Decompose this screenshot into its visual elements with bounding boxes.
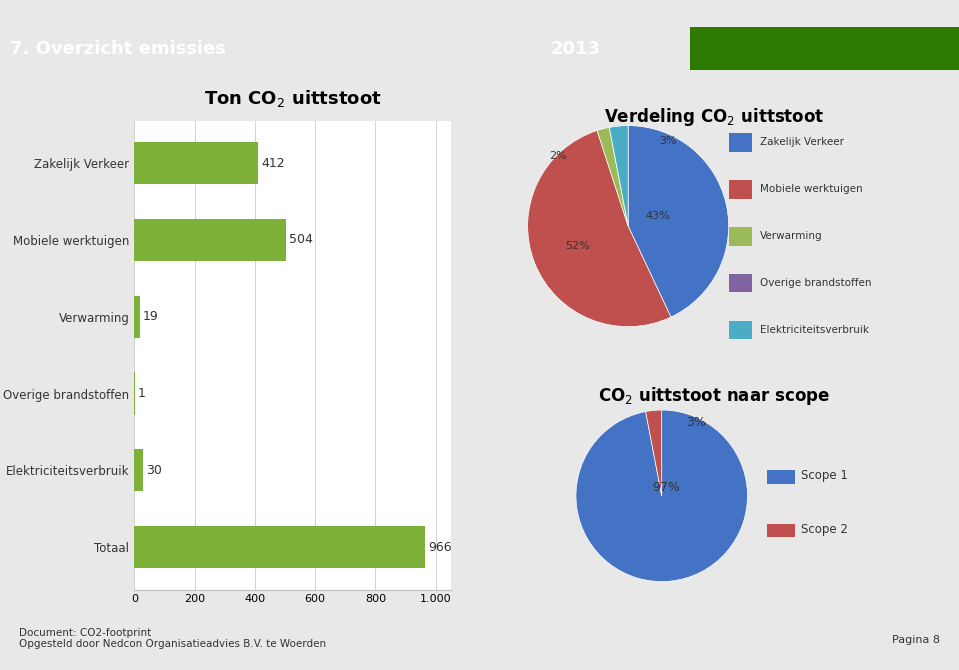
Text: Verdeling CO$_2$ uittstoot: Verdeling CO$_2$ uittstoot — [604, 106, 825, 128]
Bar — [134, 218, 286, 261]
Text: Scope 1: Scope 1 — [801, 469, 848, 482]
Wedge shape — [576, 410, 747, 582]
Bar — [134, 526, 426, 568]
Bar — [134, 142, 258, 184]
Text: 30: 30 — [147, 464, 162, 477]
Bar — [767, 524, 795, 537]
Text: 19: 19 — [143, 310, 159, 323]
Text: Document: CO2-footprint
Opgesteld door Nedcon Organisatieadvies B.V. te Woerden: Document: CO2-footprint Opgesteld door N… — [19, 628, 326, 649]
Bar — [134, 295, 140, 338]
Text: 412: 412 — [262, 157, 285, 170]
Bar — [729, 321, 752, 339]
Bar — [729, 133, 752, 152]
Wedge shape — [609, 126, 628, 226]
Text: Verwarming: Verwarming — [760, 231, 822, 241]
Text: 2013: 2013 — [550, 40, 600, 58]
Text: 3%: 3% — [686, 416, 706, 429]
Text: 3%: 3% — [660, 136, 677, 145]
Text: Elektriciteitsverbruik: Elektriciteitsverbruik — [760, 325, 869, 335]
Text: CO$_2$ uittstoot naar scope: CO$_2$ uittstoot naar scope — [598, 385, 830, 407]
Wedge shape — [645, 410, 662, 496]
Bar — [729, 274, 752, 293]
Bar — [729, 226, 752, 246]
Text: 7. Overzicht emissies: 7. Overzicht emissies — [10, 40, 225, 58]
Text: 52%: 52% — [566, 241, 591, 251]
Text: 43%: 43% — [646, 211, 670, 221]
Text: 1: 1 — [137, 387, 146, 400]
Wedge shape — [527, 131, 671, 326]
Bar — [767, 470, 795, 484]
Text: Scope 2: Scope 2 — [801, 523, 848, 536]
Text: 97%: 97% — [652, 480, 680, 494]
Bar — [690, 27, 959, 70]
Text: 2%: 2% — [549, 151, 567, 161]
Bar — [134, 449, 143, 492]
Text: Overige brandstoffen: Overige brandstoffen — [760, 278, 871, 288]
Text: Pagina 8: Pagina 8 — [892, 635, 940, 645]
Text: 504: 504 — [290, 233, 313, 247]
Wedge shape — [609, 127, 628, 226]
Text: 966: 966 — [429, 541, 452, 553]
Text: Zakelijk Verkeer: Zakelijk Verkeer — [760, 137, 844, 147]
Text: Mobiele werktuigen: Mobiele werktuigen — [760, 184, 862, 194]
Title: Ton CO$_2$ uittstoot: Ton CO$_2$ uittstoot — [203, 88, 382, 109]
Wedge shape — [597, 127, 628, 226]
Wedge shape — [628, 126, 729, 317]
Bar — [729, 180, 752, 199]
